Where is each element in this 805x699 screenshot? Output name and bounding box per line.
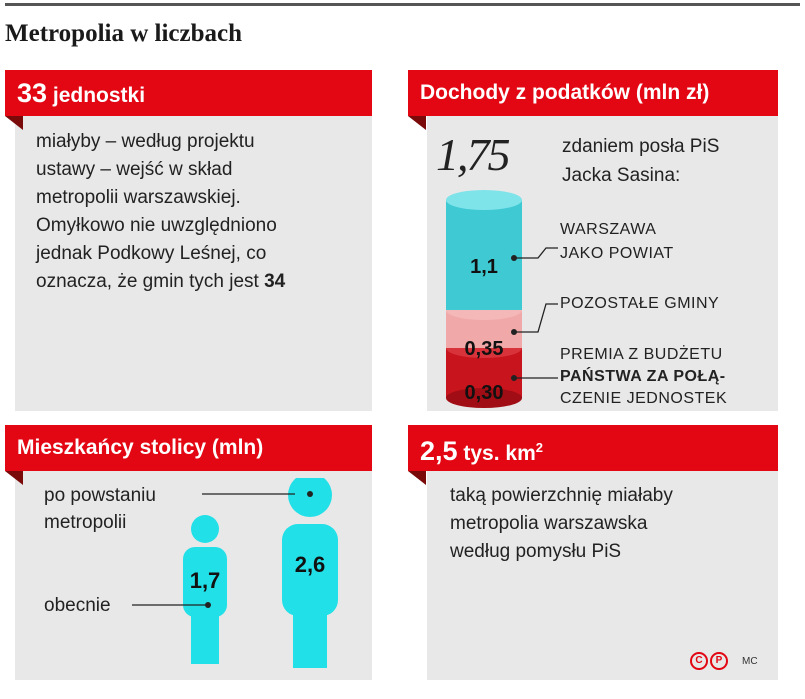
top-rule [5, 3, 800, 6]
units-line: miałyby – według projektu [36, 131, 255, 152]
units-line: jednak Podkowy Leśnej, co [36, 243, 267, 264]
copyright-c-logo: C [690, 652, 708, 670]
fold-corner [408, 116, 426, 130]
cylinder-segment-warsaw [446, 200, 522, 310]
label-other: POZOSTAŁE GMINY [560, 294, 719, 314]
units-description: miałyby – według projektu ustawy – wejść… [36, 128, 285, 296]
panel-area [427, 466, 778, 680]
label-after-line: po powstaniu [44, 485, 156, 506]
label-after: po powstaniu metropolii [44, 482, 156, 536]
label-warsaw: WARSZAWA JAKO POWIAT [560, 220, 674, 264]
label-premium: PREMIA Z BUDŻETU PAŃSTWA ZA POŁĄ- CZENIE… [560, 344, 727, 410]
fold-corner [408, 471, 426, 485]
area-line: taką powierzchnię miałaby [450, 485, 673, 506]
area-description: taką powierzchnię miałaby metropolia war… [450, 482, 673, 566]
label-other-line: POZOSTAŁE GMINY [560, 295, 720, 312]
banner-area-number: 2,5 [420, 436, 458, 466]
residents-figures [132, 478, 338, 668]
units-line: oznacza, że gmin tych jest 34 [36, 268, 285, 296]
value-other: 0,35 [464, 338, 504, 360]
banner-area-sup: 2 [535, 440, 543, 455]
value-after: 2,6 [294, 552, 326, 577]
tax-caption-line: Jacka Sasina: [562, 165, 681, 186]
area-line: metropolia warszawska [450, 513, 648, 534]
units-count-34: 34 [264, 271, 286, 292]
banner-area: 2,5 tys. km2 [408, 425, 778, 471]
banner-area-text: 2,5 tys. km2 [420, 425, 543, 471]
person-after-figure [282, 478, 338, 668]
banner-units: 33 jednostki [5, 70, 372, 116]
copyright-p-logo: P [710, 652, 728, 670]
banner-residents: Mieszkańcy stolicy (mln) [5, 425, 372, 471]
person-now-figure [183, 515, 227, 664]
banner-units-number: 33 [17, 78, 48, 108]
value-warsaw: 1,1 [470, 256, 498, 278]
cylinder-bottom [446, 388, 522, 408]
units-line: ustawy – wejść w skład [36, 159, 233, 180]
banner-taxes-text: Dochody z podatków (mln zł) [420, 81, 710, 104]
label-premium-line: CZENIE JEDNOSTEK [560, 390, 728, 407]
page-title: Metropolia w liczbach [5, 20, 242, 47]
label-warsaw-line: WARSZAWA [560, 221, 657, 238]
area-line: według pomysłu PiS [450, 541, 622, 562]
tax-cylinder [446, 190, 522, 408]
label-premium-line: PAŃSTWA ZA POŁĄ- [560, 368, 726, 385]
cylinder-top [446, 190, 522, 210]
tax-caption-line: zdaniem posła PiS [562, 136, 720, 157]
value-now: 1,7 [189, 568, 221, 593]
author-initials: MC [742, 656, 758, 667]
label-now: obecnie [44, 595, 111, 616]
banner-units-rest: jednostki [47, 84, 146, 107]
value-premium: 0,30 [464, 382, 504, 404]
units-last-line-text: oznacza, że gmin tych jest [36, 271, 265, 292]
panel-units [15, 111, 372, 411]
tax-total: 1,75 [436, 129, 510, 180]
banner-area-rest: tys. km [457, 442, 536, 465]
banner-residents-text: Mieszkańcy stolicy (mln) [17, 436, 264, 459]
banner-taxes: Dochody z podatków (mln zł) [408, 70, 778, 116]
fold-corner [5, 471, 23, 485]
banner-units-text: 33 jednostki [17, 70, 145, 116]
units-line: Omyłkowo nie uwzględniono [36, 215, 277, 236]
label-after-line: metropolii [44, 512, 127, 533]
fold-corner [5, 116, 23, 130]
label-premium-line: PREMIA Z BUDŻETU [560, 346, 723, 363]
label-warsaw-line: JAKO POWIAT [560, 245, 674, 262]
tax-leader-lines [511, 247, 558, 381]
units-line: metropolii warszawskiej. [36, 187, 241, 208]
tax-caption: zdaniem posła PiS Jacka Sasina: [562, 132, 719, 190]
